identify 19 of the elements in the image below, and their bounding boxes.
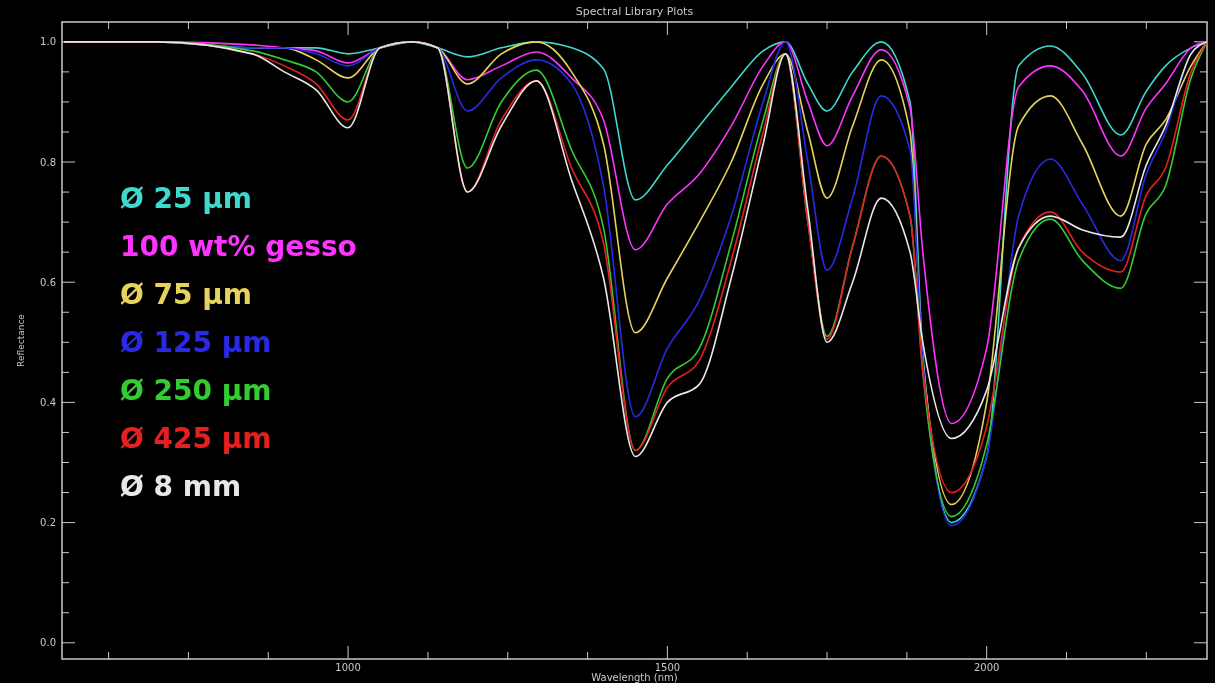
x-tick-label: 2000 [973, 662, 1000, 673]
text: Ø 250 μm [120, 373, 272, 407]
text: Ø 125 μm [120, 325, 272, 359]
y-tick-label: 0.2 [40, 517, 56, 529]
y-tick-label: 0.0 [40, 637, 56, 649]
y-tick-label: 0.4 [40, 396, 56, 408]
text: Ø 425 μm [120, 421, 272, 455]
text: 100 wt% gesso [120, 229, 357, 263]
x-axis-title: Wavelength (nm) [591, 672, 678, 683]
y-tick-label: 1.0 [40, 36, 56, 48]
text: Ø 25 μm [120, 181, 253, 215]
y-axis-title: Reflectance [16, 313, 26, 367]
x-tick-label: 1500 [654, 662, 681, 673]
text: Ø 75 μm [120, 277, 253, 311]
text: Ø 8 mm [120, 469, 242, 503]
y-tick-label: 0.6 [40, 276, 56, 288]
x-tick-label: 1000 [335, 662, 361, 673]
y-tick-label: 0.8 [40, 156, 56, 168]
chart-title: Spectral Library Plots [575, 5, 694, 18]
